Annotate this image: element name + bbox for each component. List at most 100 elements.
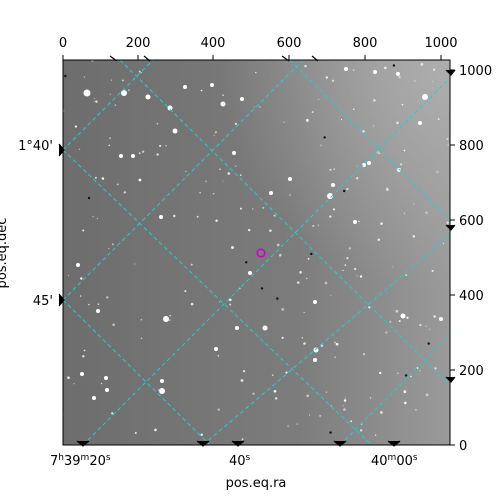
- faint-star: [141, 150, 145, 153]
- faint-star: [173, 214, 176, 218]
- faint-star: [410, 375, 412, 378]
- faint-star: [374, 434, 377, 436]
- top-tick-label: 200: [126, 36, 151, 51]
- faint-star: [190, 302, 194, 306]
- star: [248, 271, 252, 275]
- faint-star: [403, 149, 406, 152]
- star: [159, 388, 165, 394]
- faint-star: [419, 324, 422, 327]
- dec-tick-label: 1°40': [18, 139, 53, 154]
- star: [131, 154, 135, 158]
- faint-star: [281, 336, 284, 339]
- faint-star: [340, 118, 343, 121]
- star: [397, 168, 401, 172]
- faint-star: [289, 194, 291, 196]
- faint-star: [219, 168, 221, 171]
- faint-star: [253, 106, 255, 108]
- faint-star: [356, 275, 358, 277]
- faint-star: [304, 64, 307, 68]
- star: [159, 215, 163, 219]
- faint-star: [357, 165, 359, 167]
- star: [418, 121, 422, 125]
- faint-star: [435, 170, 439, 174]
- coordinate-grid: [63, 60, 450, 445]
- faint-star: [239, 207, 242, 210]
- faint-star: [380, 222, 383, 225]
- faint-star: [156, 153, 159, 156]
- top-tick-label: 1000: [424, 36, 457, 51]
- star: [235, 326, 239, 330]
- faint-star: [248, 228, 251, 232]
- faint-star: [352, 69, 355, 71]
- faint-star: [312, 225, 315, 227]
- star: [183, 85, 187, 89]
- faint-star: [156, 122, 159, 125]
- ra-tick-label: 7h39m20s: [50, 453, 111, 469]
- y-axis-title: pos.eq.dec: [0, 218, 10, 289]
- faint-star: [392, 266, 394, 268]
- faint-star: [307, 257, 310, 260]
- faint-star: [184, 290, 187, 293]
- faint-star: [370, 397, 372, 399]
- faint-star: [380, 411, 383, 414]
- faint-star: [121, 79, 124, 82]
- faint-star: [82, 229, 85, 232]
- dark-pixel: [260, 287, 264, 290]
- faint-star: [306, 394, 310, 398]
- faint-star: [111, 412, 114, 415]
- right-tick-label: 1000: [459, 64, 492, 79]
- star: [240, 97, 244, 101]
- top-tick-label: 0: [59, 36, 67, 51]
- faint-star: [138, 178, 142, 182]
- faint-star: [111, 79, 112, 81]
- faint-star: [109, 137, 111, 139]
- star: [210, 83, 214, 87]
- star: [422, 94, 428, 100]
- faint-star: [140, 319, 143, 321]
- faint-star: [425, 325, 427, 327]
- star: [121, 90, 127, 96]
- top-tick-label: 600: [277, 36, 302, 51]
- faint-star: [116, 183, 119, 186]
- faint-star: [252, 208, 254, 210]
- faint-star: [154, 428, 157, 432]
- dark-pixel: [276, 297, 279, 300]
- faint-star: [94, 97, 96, 99]
- dec-tick-label: 45': [33, 294, 53, 309]
- star: [172, 128, 178, 134]
- faint-star: [343, 408, 346, 411]
- faint-star: [319, 414, 322, 417]
- faint-star: [212, 192, 215, 195]
- faint-star: [213, 134, 215, 136]
- faint-star: [279, 253, 282, 257]
- faint-star: [140, 71, 142, 74]
- faint-star: [97, 303, 100, 306]
- faint-star: [377, 238, 381, 242]
- faint-star: [95, 100, 98, 103]
- top-axis: 0 200 400 600 800 1000: [59, 36, 458, 60]
- faint-star: [239, 174, 242, 176]
- dark-pixel: [87, 196, 91, 200]
- faint-star: [330, 405, 332, 407]
- faint-star: [446, 221, 449, 224]
- faint-star: [389, 320, 392, 323]
- star: [396, 72, 400, 76]
- faint-star: [159, 144, 162, 147]
- dark-pixel: [64, 74, 67, 78]
- faint-star: [385, 331, 388, 334]
- star: [313, 300, 317, 304]
- faint-star: [83, 76, 85, 78]
- faint-star: [227, 172, 231, 175]
- faint-star: [240, 379, 244, 382]
- dark-pixel: [245, 261, 248, 264]
- faint-star: [405, 274, 407, 276]
- star: [232, 151, 236, 155]
- dark-pixel: [310, 252, 313, 256]
- faint-star: [432, 68, 436, 71]
- faint-star: [234, 122, 237, 125]
- faint-star: [215, 219, 218, 222]
- star: [163, 316, 169, 322]
- faint-star: [158, 388, 161, 392]
- faint-star: [406, 316, 409, 319]
- faint-star: [93, 101, 95, 103]
